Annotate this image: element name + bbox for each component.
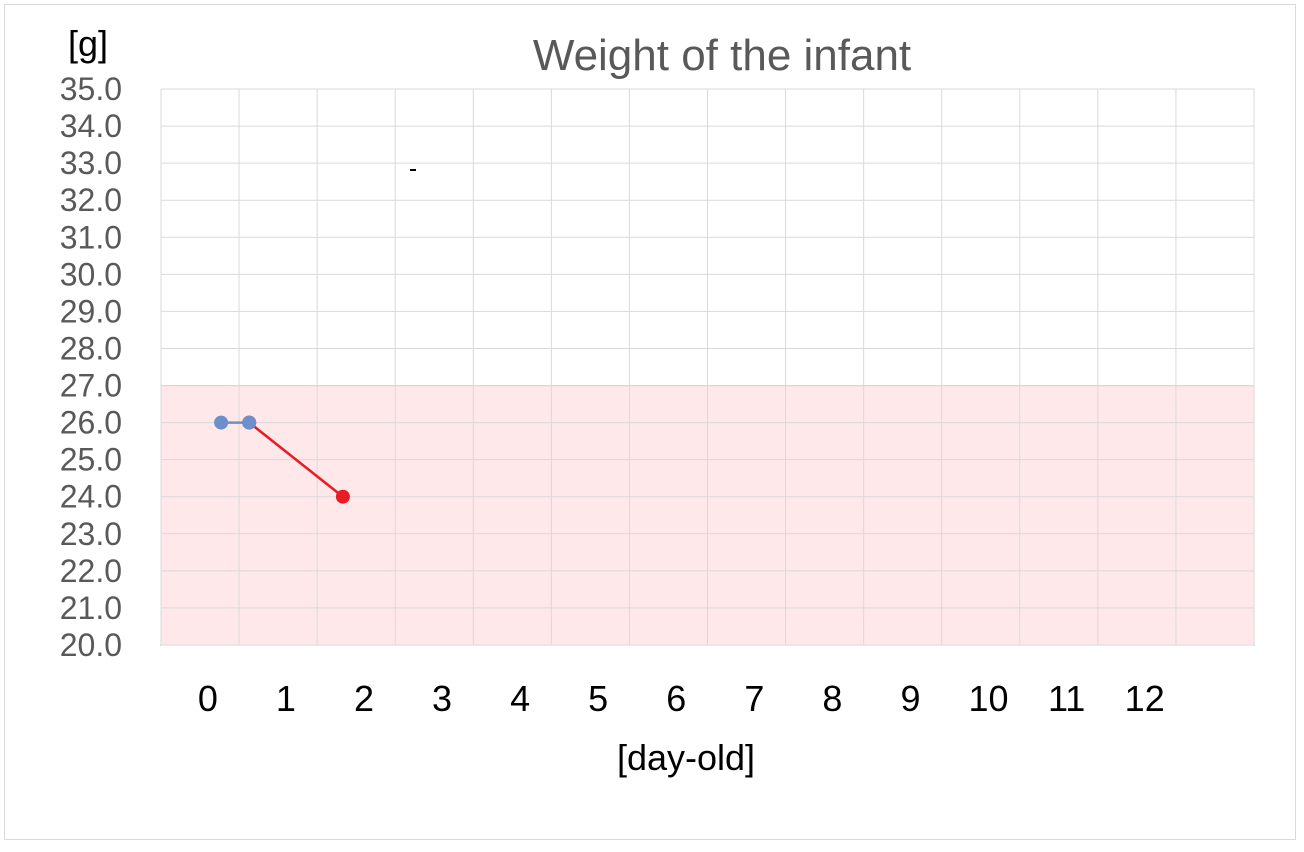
data-point xyxy=(214,415,229,430)
x-tick-labels: 0 1 2 3 4 5 6 7 8 9 10 11 12 xyxy=(198,678,1165,719)
y-tick-label: 31.0 xyxy=(60,219,122,255)
y-tick-label: 28.0 xyxy=(60,330,122,366)
y-tick-label: 35.0 xyxy=(60,71,122,107)
x-tick-label: 2 xyxy=(354,678,374,719)
x-tick-label: 8 xyxy=(822,678,842,719)
x-tick-label: 7 xyxy=(744,678,764,719)
y-tick-label: 20.0 xyxy=(60,627,122,663)
y-tick-label: 32.0 xyxy=(60,182,122,218)
y-tick-label: 26.0 xyxy=(60,405,122,441)
y-axis-label: [g] xyxy=(68,23,108,64)
gridlines xyxy=(160,88,1255,646)
data-point xyxy=(335,489,350,504)
y-tick-label: 34.0 xyxy=(60,108,122,144)
series-line xyxy=(248,421,344,498)
y-tick-label: 27.0 xyxy=(60,368,122,404)
x-tick-label: 11 xyxy=(1048,678,1085,719)
y-tick-label: 23.0 xyxy=(60,516,122,552)
y-tick-label: 25.0 xyxy=(60,442,122,478)
y-tick-label: 24.0 xyxy=(60,479,122,515)
y-tick-label: 29.0 xyxy=(60,293,122,329)
data-point xyxy=(242,415,257,430)
x-tick-label: 5 xyxy=(588,678,608,719)
x-tick-label: 1 xyxy=(276,678,296,719)
x-tick-label: 3 xyxy=(432,678,452,719)
x-tick-label: 0 xyxy=(198,678,218,719)
x-tick-label: 6 xyxy=(666,678,686,719)
x-tick-label: 4 xyxy=(510,678,530,719)
y-tick-labels: 20.021.022.023.024.025.026.027.028.029.0… xyxy=(60,71,122,663)
chart-title: Weight of the infant xyxy=(533,31,911,80)
y-tick-label: 21.0 xyxy=(60,590,122,626)
x-axis-label: [day-old] xyxy=(617,737,755,778)
y-tick-label: 33.0 xyxy=(60,145,122,181)
y-tick-label: 22.0 xyxy=(60,553,122,589)
x-tick-label: 10 xyxy=(969,678,1009,719)
x-tick-label: 9 xyxy=(900,678,920,719)
data-series xyxy=(214,415,350,504)
x-tick-label: 12 xyxy=(1125,678,1165,719)
y-tick-label: 30.0 xyxy=(60,256,122,292)
